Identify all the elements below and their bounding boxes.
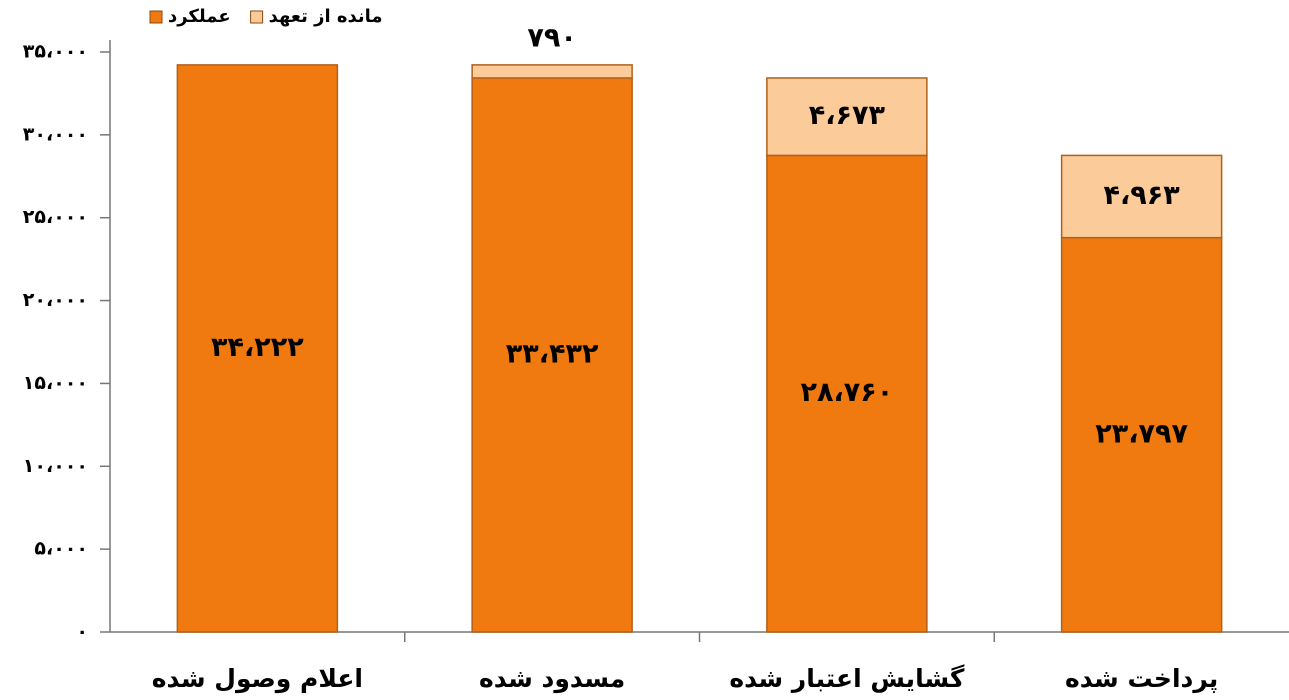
bar-segment <box>176 64 339 633</box>
value-label: ۴،۹۶۳ <box>1104 180 1181 211</box>
y-tick-label: ۰ <box>76 621 88 643</box>
value-label: ۲۸،۷۶۰ <box>801 377 894 408</box>
y-tick-label: ۱۵،۰۰۰ <box>23 372 88 394</box>
x-tick-label: گشایش اعتبار شده <box>729 664 965 693</box>
legend-swatch <box>149 10 163 24</box>
bar-segment <box>1060 154 1223 239</box>
value-label: ۳۳،۴۳۲ <box>506 338 599 369</box>
bar-segment <box>471 77 633 633</box>
bar-segment <box>766 154 928 633</box>
y-tick-label: ۵،۰۰۰ <box>34 538 88 560</box>
y-tick-label: ۲۵،۰۰۰ <box>23 206 88 228</box>
value-label: ۷۹۰ <box>527 22 576 53</box>
legend-swatch <box>250 10 264 24</box>
value-label: ۲۳،۷۹۷ <box>1095 418 1188 449</box>
y-tick-label: ۳۵،۰۰۰ <box>23 41 88 63</box>
value-label: ۴،۶۷۳ <box>809 100 886 131</box>
y-tick-label: ۳۰،۰۰۰ <box>23 123 88 145</box>
y-tick-label: ۲۰،۰۰۰ <box>23 289 88 311</box>
x-tick-label: پرداخت شده <box>1065 664 1218 694</box>
x-tick-label: اعلام وصول شده <box>152 664 363 694</box>
legend-label: عملکرد <box>168 6 231 27</box>
bar-segment <box>1060 236 1223 633</box>
bar-segment <box>471 64 633 79</box>
y-tick-label: ۱۰،۰۰۰ <box>23 455 88 477</box>
legend-label: مانده از تعهد <box>269 6 383 27</box>
value-label: ۳۴،۲۲۲ <box>211 332 304 363</box>
bar-segment <box>766 77 928 157</box>
x-tick-label: مسدود شده <box>479 664 625 694</box>
